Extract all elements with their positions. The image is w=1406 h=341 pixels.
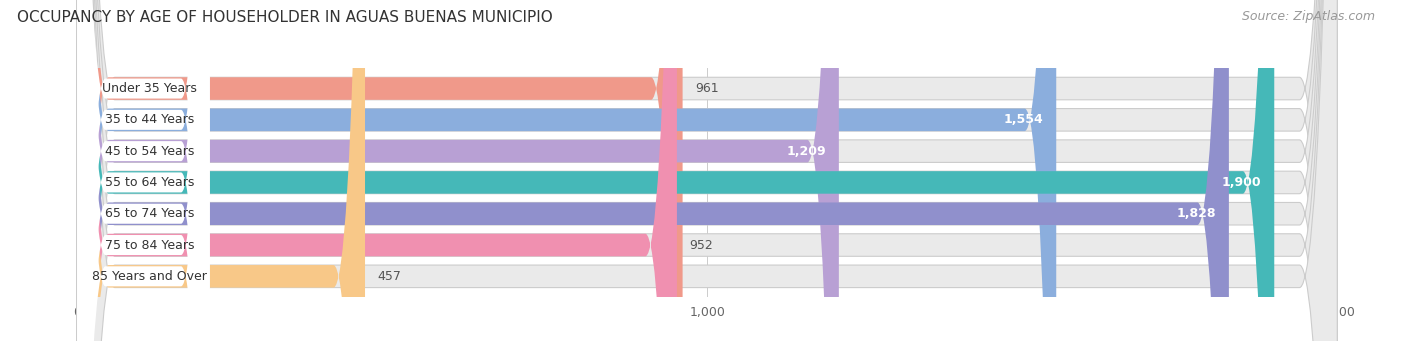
Text: 1,828: 1,828: [1177, 207, 1216, 220]
Text: 75 to 84 Years: 75 to 84 Years: [105, 239, 194, 252]
FancyBboxPatch shape: [77, 0, 682, 341]
Text: 1,209: 1,209: [786, 145, 827, 158]
FancyBboxPatch shape: [77, 0, 209, 341]
FancyBboxPatch shape: [77, 0, 209, 341]
Text: 952: 952: [689, 239, 713, 252]
FancyBboxPatch shape: [77, 0, 209, 341]
Text: Source: ZipAtlas.com: Source: ZipAtlas.com: [1241, 10, 1375, 23]
Text: 961: 961: [695, 82, 718, 95]
FancyBboxPatch shape: [77, 0, 1337, 341]
FancyBboxPatch shape: [77, 0, 1337, 341]
FancyBboxPatch shape: [77, 0, 1337, 341]
FancyBboxPatch shape: [77, 0, 676, 341]
Text: OCCUPANCY BY AGE OF HOUSEHOLDER IN AGUAS BUENAS MUNICIPIO: OCCUPANCY BY AGE OF HOUSEHOLDER IN AGUAS…: [17, 10, 553, 25]
FancyBboxPatch shape: [77, 0, 1274, 341]
FancyBboxPatch shape: [77, 0, 1337, 341]
FancyBboxPatch shape: [77, 0, 209, 341]
Text: 1,900: 1,900: [1222, 176, 1261, 189]
Text: 35 to 44 Years: 35 to 44 Years: [105, 113, 194, 126]
Text: 45 to 54 Years: 45 to 54 Years: [105, 145, 194, 158]
FancyBboxPatch shape: [77, 0, 1337, 341]
FancyBboxPatch shape: [77, 0, 366, 341]
FancyBboxPatch shape: [77, 0, 1337, 341]
FancyBboxPatch shape: [77, 0, 209, 341]
Text: 457: 457: [378, 270, 402, 283]
FancyBboxPatch shape: [77, 0, 1229, 341]
FancyBboxPatch shape: [77, 0, 839, 341]
Text: Under 35 Years: Under 35 Years: [103, 82, 197, 95]
FancyBboxPatch shape: [77, 0, 209, 341]
Text: 1,554: 1,554: [1004, 113, 1043, 126]
Text: 65 to 74 Years: 65 to 74 Years: [105, 207, 194, 220]
FancyBboxPatch shape: [77, 0, 1337, 341]
Text: 55 to 64 Years: 55 to 64 Years: [105, 176, 194, 189]
Text: 85 Years and Over: 85 Years and Over: [93, 270, 207, 283]
FancyBboxPatch shape: [77, 0, 209, 341]
FancyBboxPatch shape: [77, 0, 1056, 341]
